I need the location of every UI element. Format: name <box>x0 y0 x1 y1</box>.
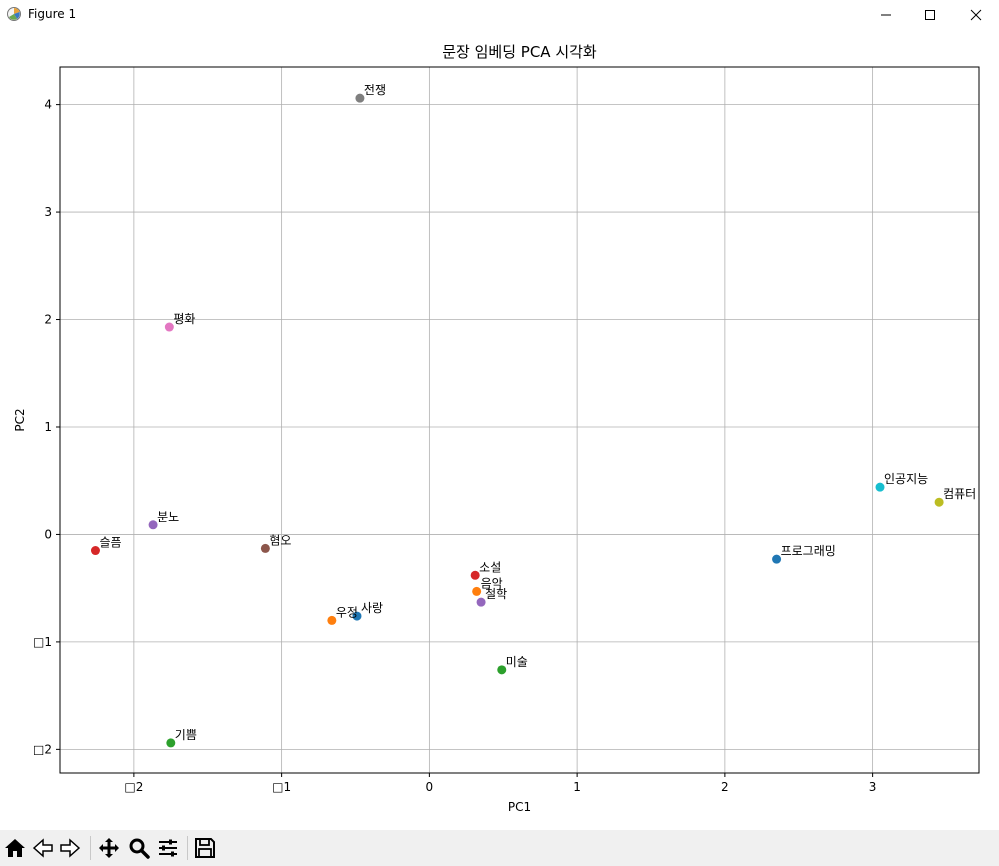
forward-icon <box>60 838 81 858</box>
chart-title: 문장 임베딩 PCA 시각화 <box>442 43 597 61</box>
save-button[interactable] <box>193 836 217 860</box>
point-label: 음악 <box>481 576 503 590</box>
y-tick-label: 0 <box>44 527 52 541</box>
configure-subplots-icon <box>159 839 177 857</box>
x-tick-label: 3 <box>869 780 877 794</box>
close-icon <box>970 9 982 21</box>
configure-subplots-button[interactable] <box>156 836 180 860</box>
data-point <box>260 543 270 553</box>
data-point <box>476 597 486 607</box>
matplotlib-icon <box>6 6 22 22</box>
data-point <box>934 497 944 507</box>
x-axis-label: PC1 <box>508 800 531 814</box>
back-button[interactable] <box>31 836 55 860</box>
x-tick-label: 2 <box>721 780 729 794</box>
point-label: 사랑 <box>361 601 383 615</box>
point-label: 우정 <box>336 605 358 619</box>
grid-lines <box>60 67 979 773</box>
point-label: 컴퓨터 <box>943 487 976 501</box>
data-point <box>497 665 507 675</box>
data-point <box>352 611 362 621</box>
point-label: 인공지능 <box>884 472 928 486</box>
save-icon <box>195 838 215 858</box>
point-label: 분노 <box>157 510 179 524</box>
y-tick-label: □1 <box>33 635 52 649</box>
forward-button[interactable] <box>58 836 82 860</box>
x-tick-label: 1 <box>573 780 581 794</box>
x-tick-label: □1 <box>272 780 291 794</box>
back-icon <box>32 838 53 858</box>
maximize-icon <box>925 10 935 20</box>
x-tick-label: □2 <box>124 780 143 794</box>
pan-button[interactable] <box>97 836 121 860</box>
point-label: 기쁨 <box>175 728 197 742</box>
minimize-button[interactable] <box>863 0 909 30</box>
point-label: 혐오 <box>269 533 291 547</box>
y-tick-label: 4 <box>44 98 52 112</box>
point-label: 슬픔 <box>99 536 121 550</box>
x-tick-label: 0 <box>426 780 434 794</box>
data-point <box>327 615 337 625</box>
data-point <box>166 738 176 748</box>
data-point <box>470 570 480 580</box>
home-button[interactable] <box>3 836 27 860</box>
point-label: 소설 <box>479 560 501 574</box>
axis-ticks: □2 □1 0 1 2 3 □2 □1 0 1 2 3 4 <box>33 98 876 794</box>
point-label: 철학 <box>485 587 507 601</box>
maximize-button[interactable] <box>907 0 953 30</box>
home-icon <box>5 839 25 857</box>
y-tick-label: 2 <box>44 313 52 327</box>
zoom-button[interactable] <box>127 836 151 860</box>
data-point <box>472 586 482 596</box>
axes-frame <box>59 66 980 774</box>
point-label: 평화 <box>173 312 195 326</box>
navigation-toolbar <box>0 830 999 866</box>
data-point <box>355 93 365 103</box>
toolbar-separator <box>187 836 188 860</box>
point-label: 전쟁 <box>364 83 386 97</box>
window-title: Figure 1 <box>28 7 77 21</box>
data-point <box>148 520 158 530</box>
y-tick-label: □2 <box>33 742 52 756</box>
data-point <box>772 554 782 564</box>
close-button[interactable] <box>953 0 999 30</box>
pan-icon <box>99 838 119 858</box>
data-point <box>164 322 174 332</box>
window-titlebar: Figure 1 <box>0 0 999 30</box>
point-label: 프로그래밍 <box>781 544 836 558</box>
minimize-icon <box>881 14 891 16</box>
point-label: 미술 <box>506 655 528 669</box>
y-tick-label: 3 <box>44 205 52 219</box>
data-point <box>90 546 100 556</box>
y-tick-label: 1 <box>44 420 52 434</box>
zoom-icon <box>129 838 150 859</box>
toolbar-separator <box>90 836 91 860</box>
y-axis-label: PC2 <box>13 408 27 431</box>
data-point <box>875 482 885 492</box>
